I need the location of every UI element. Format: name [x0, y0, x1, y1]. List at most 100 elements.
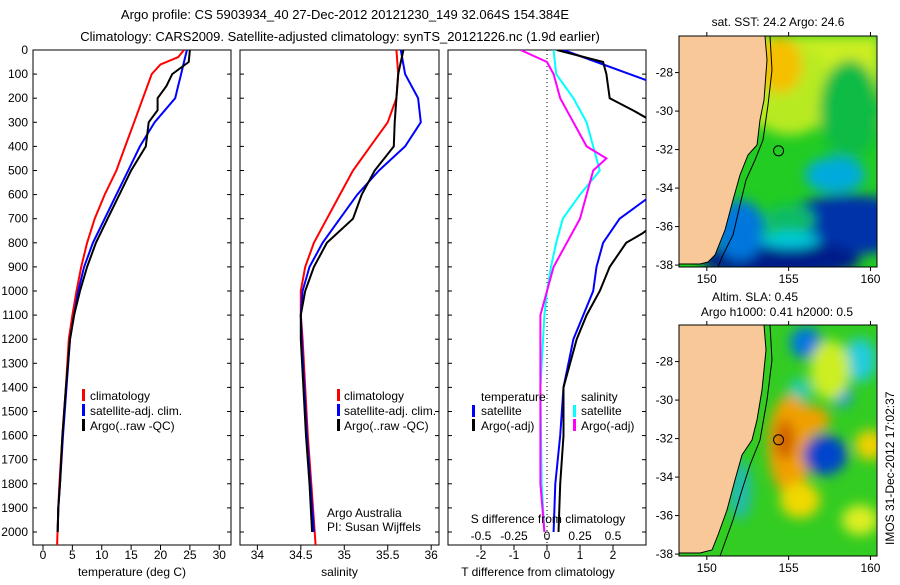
- x-tick-label: -1: [509, 548, 520, 562]
- depth-tick-label: 1300: [1, 356, 28, 370]
- legend-argo: Argo(..raw -QC): [90, 419, 175, 433]
- depth-tick-label: 600: [8, 188, 28, 202]
- sla-map-subtitle: Argo h1000: 0.41 h2000: 0.5: [701, 305, 853, 319]
- legend-swatch-cyan: [573, 405, 576, 417]
- x-tick-label: 0: [40, 548, 47, 562]
- series-line-argo-raw-qc-: [56, 50, 191, 533]
- x-tick-label: 36: [424, 548, 438, 562]
- lat-tick-label: -34: [656, 470, 674, 484]
- s-tick-label: -0.25: [500, 529, 528, 543]
- series-line-s-satellite: [539, 50, 601, 533]
- depth-tick-label: 1000: [1, 284, 28, 298]
- isobath: [719, 325, 773, 556]
- argo-australia-label: Argo Australia: [327, 506, 402, 520]
- series-line-s-argo-adj-: [520, 50, 609, 533]
- difference-legend: temperature satellite Argo(-adj) salinit…: [471, 390, 635, 526]
- depth-tick-label: 1100: [2, 308, 28, 322]
- legend-swatch-magenta: [573, 419, 576, 431]
- sst-map-title: sat. SST: 24.2 Argo: 24.6: [712, 15, 845, 29]
- x-axis-label: salinity: [321, 565, 358, 579]
- legend-swatch-red: [82, 389, 85, 401]
- temperature-legend: climatology satellite-adj. clim. Argo(..…: [82, 389, 182, 433]
- lat-tick-label: -36: [656, 509, 674, 523]
- x-tick-label: 35.5: [376, 548, 400, 562]
- depth-tick-label: 2000: [1, 525, 28, 539]
- x-tick-label: 2: [610, 548, 617, 562]
- sla-map-title: Altim. SLA: 0.45: [712, 290, 798, 304]
- x-tick-label: 30: [213, 548, 227, 562]
- series-line-t-argo-adj-: [556, 50, 646, 533]
- x-axis-label: T difference from climatology: [461, 565, 615, 579]
- legend-t-satellite: satellite: [481, 404, 522, 418]
- x-tick-label: 1: [577, 548, 584, 562]
- lat-tick-label: -30: [656, 104, 674, 118]
- coastline: [679, 325, 767, 554]
- legend-s-satellite: satellite: [581, 404, 622, 418]
- legend-climatology: climatology: [344, 389, 404, 403]
- depth-tick-label: 300: [8, 115, 28, 129]
- depth-tick-label: 1700: [1, 453, 28, 467]
- depth-tick-label: 400: [8, 139, 28, 153]
- legend-title-salinity: salinity: [581, 390, 618, 404]
- lat-tick-label: -32: [656, 432, 674, 446]
- s-tick-label: 0: [544, 529, 551, 543]
- s-tick-label: 0.25: [568, 529, 592, 543]
- plot-frame: [32, 49, 232, 546]
- x-tick-label: 34.5: [289, 548, 313, 562]
- isobath: [717, 36, 773, 267]
- depth-tick-label: 700: [8, 212, 28, 226]
- lon-tick-label: 160: [860, 272, 880, 286]
- lat-tick-label: -28: [656, 66, 674, 80]
- lat-tick-label: -34: [656, 181, 674, 195]
- imos-timestamp: IMOS 31-Dec-2012 17:02:37: [883, 391, 897, 545]
- legend-swatch-black: [82, 419, 85, 431]
- title-line-1: Argo profile: CS 5903934_40 27-Dec-2012 …: [121, 7, 569, 22]
- sst-map: sat. SST: 24.2 Argo: 24.6 -28 -30 -32 -34 -3…: [656, 15, 881, 286]
- lat-tick-label: -36: [656, 220, 674, 234]
- legend-s-argo: Argo(-adj): [581, 419, 634, 433]
- lon-tick-label: 150: [697, 272, 717, 286]
- depth-tick-label: 1400: [1, 380, 28, 394]
- x-tick-label: 10: [95, 548, 109, 562]
- depth-tick-label: 0: [21, 43, 28, 57]
- salinity-legend: climatology satellite-adj. clim. Argo(..…: [327, 389, 436, 534]
- x-tick-label: 15: [124, 548, 138, 562]
- legend-swatch-blue: [472, 405, 475, 417]
- depth-tick-label: 1600: [1, 429, 28, 443]
- depth-tick-label: 200: [8, 91, 28, 105]
- pi-label: PI: Susan Wijffels: [327, 520, 421, 534]
- s-axis-label: S difference from climatology: [471, 512, 626, 526]
- sla-map: Altim. SLA: 0.45 Argo h1000: 0.41 h2000:…: [656, 290, 881, 575]
- depth-tick-label: 1200: [1, 332, 28, 346]
- difference-panel: -2 -1 0 1 2 T difference from climatology -0.5…: [447, 49, 647, 579]
- x-tick-label: 5: [69, 548, 76, 562]
- coastline: [679, 36, 768, 265]
- lat-tick-label: -32: [656, 143, 674, 157]
- lat-tick-label: -38: [656, 258, 674, 272]
- lon-tick-label: 150: [697, 561, 717, 575]
- lon-tick-label: 160: [860, 561, 880, 575]
- legend-t-argo: Argo(-adj): [481, 419, 534, 433]
- series-line-climatology: [299, 50, 400, 545]
- x-tick-label: -2: [476, 548, 487, 562]
- lat-tick-label: -30: [656, 393, 674, 407]
- series-line-satellite-adj-clim-: [299, 50, 422, 533]
- australia-land: [679, 325, 766, 553]
- x-tick-label: 35: [338, 548, 352, 562]
- depth-tick-label: 500: [8, 163, 28, 177]
- s-tick-label: -0.5: [471, 529, 492, 543]
- lat-tick-label: -38: [656, 547, 674, 561]
- legend-title-temperature: temperature: [481, 390, 546, 404]
- legend-satellite-adj: satellite-adj. clim.: [90, 404, 182, 418]
- depth-tick-label: 1500: [1, 404, 28, 418]
- depth-tick-label: 1800: [1, 477, 28, 491]
- legend-swatch-blue: [337, 404, 340, 416]
- x-tick-label: 20: [154, 548, 168, 562]
- temperature-panel: 0100200300400500600700800900100011001200…: [1, 43, 232, 579]
- series-line-t-satellite: [552, 50, 646, 533]
- depth-tick-label: 900: [8, 260, 28, 274]
- depth-tick-label: 1900: [1, 501, 28, 515]
- legend-swatch-black: [472, 419, 475, 431]
- x-tick-label: 34: [251, 548, 265, 562]
